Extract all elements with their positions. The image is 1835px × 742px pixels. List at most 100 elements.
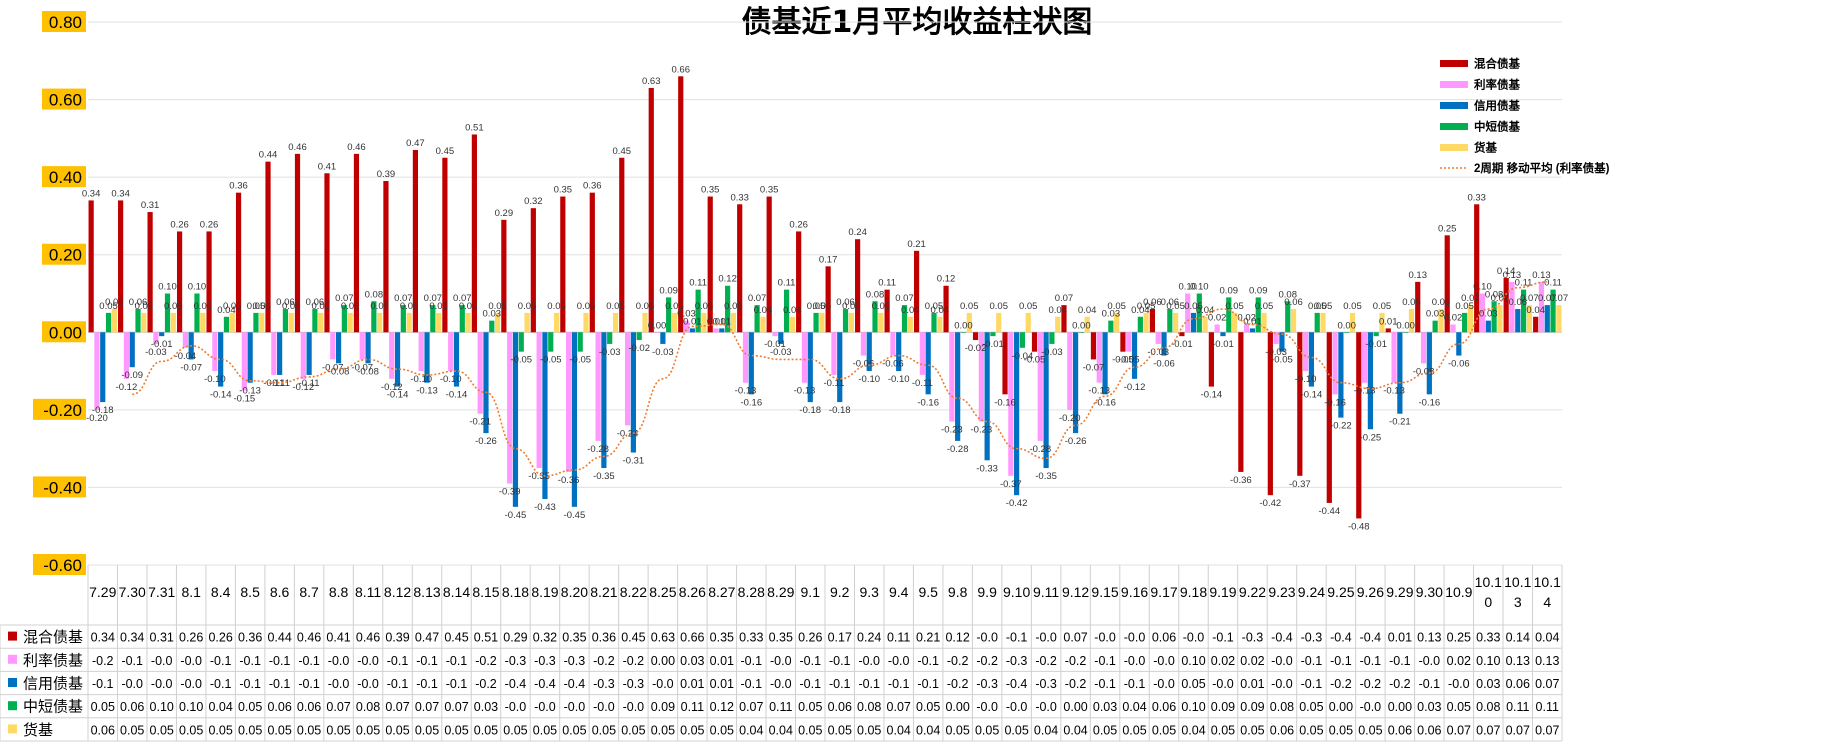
table-cell: -0.0 [328,677,350,691]
bar-value-label: 0.08 [1278,289,1297,300]
table-cell: 0.05 [592,723,616,737]
bar [1290,309,1297,333]
bar-value-label: 0.05 [99,301,118,312]
table-cell: -0.0 [564,700,586,714]
table-cell: 0.17 [828,631,852,645]
table-row-header: 混合债基 [23,629,83,646]
bar-value-label: -0.01 [982,339,1004,350]
table-cell: 0.07 [1506,723,1530,737]
table-cell: -0.3 [593,677,615,691]
table-cell: 0.01 [1240,677,1264,691]
bar-value-label: 0.06 [836,297,855,308]
table-cell: 0.05 [710,723,734,737]
table-cell: -0.1 [298,654,320,668]
bar [1055,316,1061,333]
bar-value-label: 0.06 [1402,297,1421,308]
y-axis: 0.80 0.60 0.40 0.20 0.00 -0.20 -0.40 -0.60 [33,11,86,575]
bar [471,134,477,333]
table-cell: -0.1 [741,654,763,668]
table-cell: 0.08 [1270,700,1294,714]
bar [896,332,902,372]
bar-value-label: -0.01 [151,339,173,350]
bar [701,312,707,333]
bar-value-label: -0.39 [499,487,521,498]
table-cell: 0.05 [1211,723,1235,737]
bar-value-label: -0.16 [917,397,939,408]
bar-value-label: 0.00 [1396,320,1415,331]
bar [318,312,324,333]
bar [1120,332,1126,352]
bar [1143,312,1149,333]
bar-value-label: 0.05 [282,301,301,312]
table-cell: 0.00 [1388,700,1412,714]
bar [312,309,318,333]
bar-value-label: -0.01 [764,339,786,350]
bar [1285,301,1291,333]
bar [1149,309,1156,333]
table-cell: 0.09 [1240,700,1264,714]
bar-value-label: 0.07 [335,293,354,304]
bar [719,328,725,333]
bar [389,332,395,379]
bar-value-label: 0.05 [1314,301,1333,312]
bar-value-label: 0.01 [683,316,702,327]
bar [1332,332,1338,395]
bar-value-label: -0.06 [853,359,875,370]
bar [176,231,183,333]
table-cell: -0.4 [564,677,586,691]
table-cell: -0.0 [888,654,910,668]
bar-value-label: -0.16 [1324,397,1346,408]
bar [730,312,737,333]
bar [300,332,306,379]
bar-value-label: -0.11 [299,378,320,389]
table-row-swatch [8,724,17,734]
legend-swatch [1440,144,1468,151]
table-cell: -0.1 [1094,654,1116,668]
bar-value-label: -0.20 [1059,413,1081,424]
y-tick-label: -0.20 [43,401,82,420]
table-cell: 0.14 [1506,631,1530,645]
table-cell: -0.2 [1035,654,1057,668]
bar [147,212,153,333]
bar [660,332,666,344]
bar [1196,293,1202,333]
bar-value-label: 0.11 [689,278,707,289]
bar-value-label: -0.10 [204,374,226,385]
bar [1438,309,1444,333]
bar-value-label: -0.10 [440,374,462,385]
bar-value-label: 0.05 [1137,301,1156,312]
table-cell: -0.2 [92,654,114,668]
x-category-label: 9.17 [1150,584,1177,600]
bar [890,332,896,356]
table-cell: -0.3 [1035,677,1057,691]
bar-value-label: -0.42 [1006,498,1028,509]
bar-value-label: -0.01 [1365,339,1387,350]
bar-value-label: 0.00 [1337,320,1356,331]
bar [105,312,112,333]
data-table: 7.29 7.30 7.31 8.1 8.4 8.5 8.6 8.7 8.8 8.11 8.12 8.… [0,565,1563,742]
bar [1314,312,1320,333]
x-category-label: 9.22 [1239,584,1266,600]
bar [1202,316,1208,333]
bar-value-label: 0.26 [170,219,189,230]
x-category-label: 8.26 [679,584,706,600]
table-cell: 0.35 [562,631,586,645]
bar [341,305,347,333]
table-cell: 0.05 [179,723,203,737]
table-cell: -0.0 [1360,700,1382,714]
bar-value-label: -0.07 [351,362,373,373]
bar-value-label: -0.37 [1289,479,1311,490]
bar [1515,309,1521,333]
bar [353,153,360,333]
bar-value-label: -0.24 [617,428,639,439]
bar [271,332,277,375]
bar [1361,332,1368,383]
bar-value-label: 0.35 [701,185,720,196]
bar-value-label: 0.17 [819,254,838,265]
bar [1491,301,1497,333]
bar [359,332,365,360]
bar-value-label: 0.36 [229,181,248,192]
table-cell: -0.0 [121,677,143,691]
bar [990,332,996,337]
bar-value-label: 0.09 [1220,285,1239,296]
